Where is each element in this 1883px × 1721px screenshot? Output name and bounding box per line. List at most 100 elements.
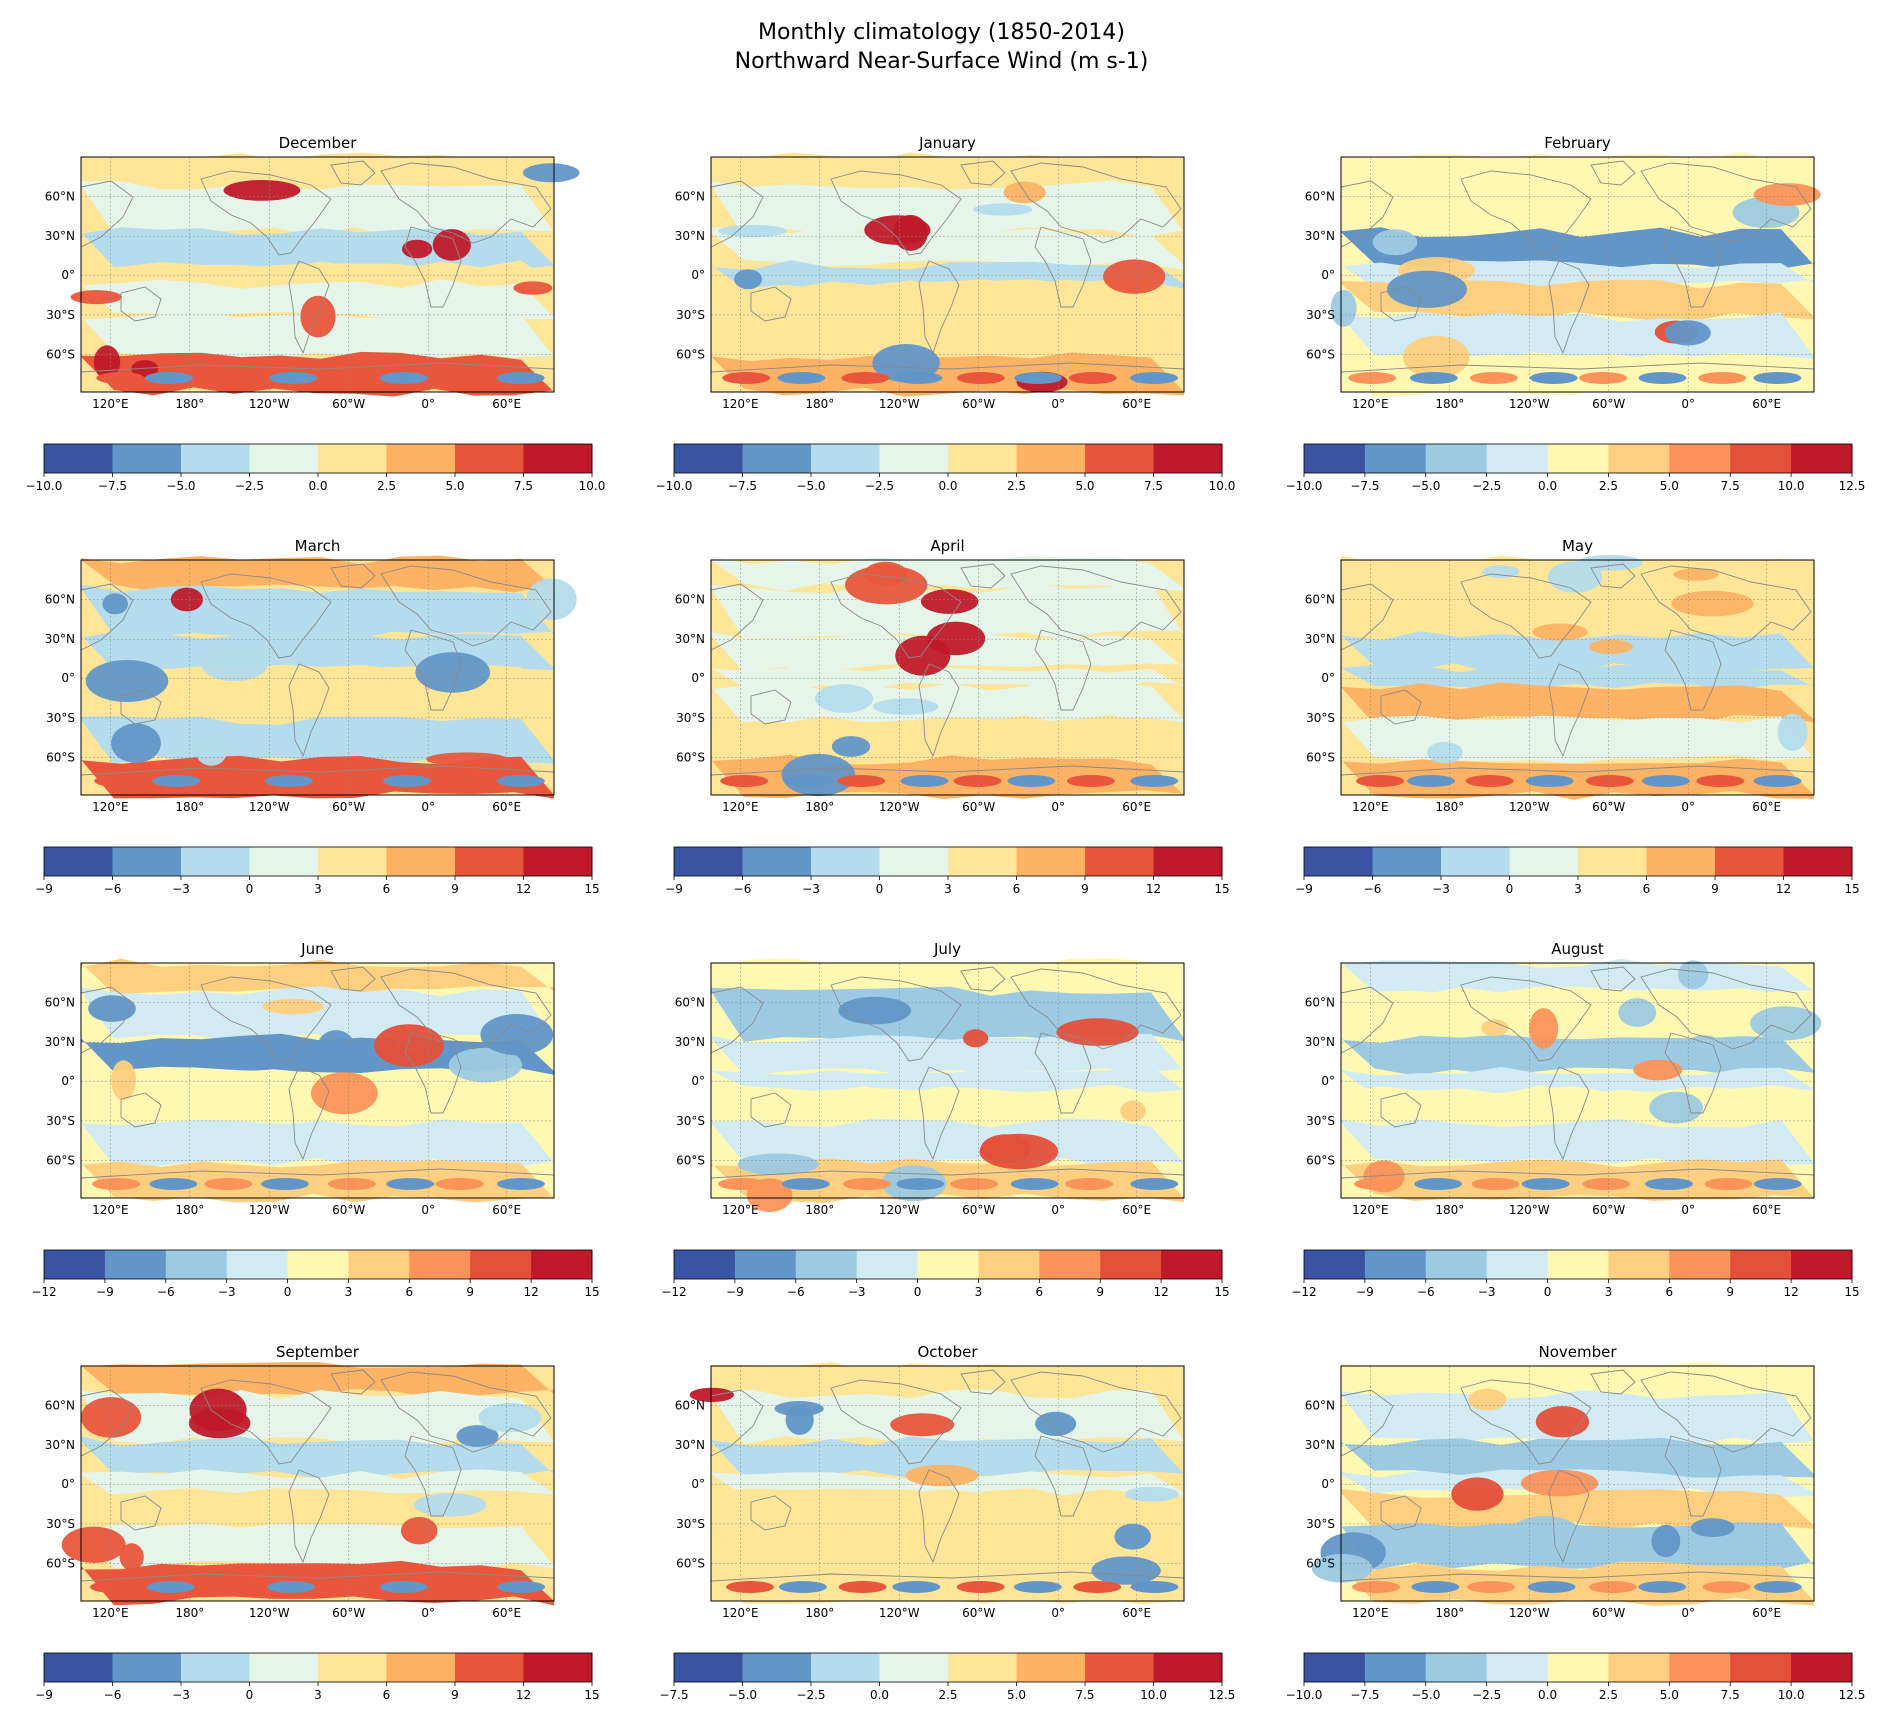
lat-tick-label: 30°N (1305, 632, 1335, 646)
lat-tick-label: 30°S (1306, 711, 1335, 725)
colorbar-tick-label: 6 (1666, 1285, 1674, 1299)
lon-tick-label: 60°E (1752, 397, 1781, 411)
colorbar-tick-label: −3 (1432, 882, 1450, 896)
map-field-blob (195, 735, 228, 766)
colorbar-tick-label: 7.5 (1075, 1688, 1094, 1702)
colorbar-tick-label: 2.5 (1599, 479, 1618, 493)
lon-tick-label: 120°E (1352, 397, 1389, 411)
lon-tick-label: 180° (1435, 1606, 1464, 1620)
colorbar-tick-label: 0.0 (870, 1688, 889, 1702)
map-field-band (81, 1085, 554, 1128)
map-january: 60°N 30°N 0° 30°S 60°S 120°E 180° 120°W 60°W 0° 60… (675, 152, 1185, 411)
map-field-band (1341, 986, 1814, 1043)
lat-tick-label: 30°S (1306, 1114, 1335, 1128)
map-field-blob (1651, 1524, 1681, 1558)
map-field-band (711, 1084, 1184, 1128)
colorbar-segment (1304, 1653, 1366, 1682)
map-field-band (1341, 631, 1814, 673)
map-field-blob (1753, 183, 1821, 206)
map-field-blob (890, 1413, 955, 1437)
lon-tick-label: 0° (1681, 1606, 1695, 1620)
lon-tick-label: 60°W (962, 397, 995, 411)
colorbar-segment (1161, 1250, 1223, 1279)
colorbar-segment (523, 847, 593, 876)
map-frame (80, 559, 555, 796)
colorbar-tick-label: −3 (848, 1285, 866, 1299)
colorbar-tick-label: −5.0 (166, 479, 195, 493)
coastline (1010, 162, 1182, 244)
map-field-blob (785, 1404, 814, 1435)
coastline (750, 286, 792, 322)
map-field-blob (1704, 1178, 1753, 1190)
colorbar-tick-label: 3 (314, 1688, 322, 1702)
map-field-band (1341, 682, 1814, 725)
coastline (1640, 162, 1812, 244)
lat-tick-label: 30°N (675, 1438, 705, 1452)
coastline (918, 663, 960, 758)
map-field-blob (145, 372, 193, 384)
colorbar-tick-label: 0 (876, 882, 884, 896)
lat-tick-label: 60°N (45, 1398, 75, 1412)
colorbar-segment (1016, 847, 1086, 876)
colorbar-february: −10.0 −7.5 −5.0 −2.5 0.0 2.5 5.0 7.5 10.0 12.5 (1286, 443, 1866, 493)
lon-tick-label: 60°W (332, 397, 365, 411)
colorbar-tick-label: 12 (1783, 1285, 1798, 1299)
lon-tick-label: 0° (1681, 800, 1695, 814)
map-field-blob (1407, 775, 1455, 787)
lat-tick-label: 30°S (676, 711, 705, 725)
colorbar-tick-label: 0 (1506, 882, 1514, 896)
panel-title-december: December (278, 134, 357, 152)
lat-tick-label: 0° (1321, 671, 1335, 685)
colorbar-tick-label: 2.5 (938, 1688, 957, 1702)
colorbar-tick-label: −6 (1417, 1285, 1435, 1299)
map-field-blob (845, 565, 928, 605)
map-field-blob (426, 752, 508, 767)
map-field-blob (415, 652, 491, 693)
lon-tick-label: 120°E (722, 1606, 759, 1620)
map-field-band (711, 1066, 1184, 1094)
lat-tick-label: 30°N (675, 632, 705, 646)
colorbar-segment (181, 847, 250, 876)
map-field-blob (413, 1493, 487, 1517)
map-field-blob (781, 753, 856, 797)
coastline (120, 1495, 162, 1531)
coastline (200, 1379, 332, 1465)
colorbar-tick-label: 10.0 (579, 479, 606, 493)
colorbar-segment (318, 847, 387, 876)
map-field-blob (1673, 568, 1719, 581)
lat-tick-label: 0° (61, 1074, 75, 1088)
lon-tick-label: 60°E (1752, 800, 1781, 814)
coastline (1590, 966, 1636, 992)
colorbar-tick-label: 2.5 (377, 479, 396, 493)
map-field-blob (1698, 372, 1747, 384)
map-field-blob (437, 775, 486, 787)
colorbar-tick-label: 12 (516, 1688, 531, 1702)
colorbar-segment (1547, 1250, 1609, 1279)
map-field-blob (778, 1581, 827, 1593)
colorbar-tick-label: 12.5 (1839, 479, 1866, 493)
lon-tick-label: 60°E (1122, 1203, 1151, 1217)
lon-tick-label: 60°E (1752, 1606, 1781, 1620)
lon-tick-label: 180° (175, 1606, 204, 1620)
map-field-band (81, 1362, 554, 1399)
map-field-blob (443, 1581, 492, 1593)
coastline (1548, 663, 1590, 758)
colorbar-segment (674, 1250, 736, 1279)
colorbar-tick-label: −2.5 (235, 479, 264, 493)
coastline (1010, 565, 1182, 647)
lon-tick-label: 120°E (92, 397, 128, 411)
lon-tick-label: 180° (1435, 397, 1464, 411)
colorbar-tick-label: 9 (1711, 882, 1719, 896)
colorbar-segment (795, 1250, 858, 1279)
map-field-blob (497, 1581, 546, 1593)
panel-title-september: September (276, 1343, 359, 1361)
map-field-blob (784, 775, 833, 787)
map-field-blob (1013, 1581, 1062, 1593)
lat-tick-label: 0° (61, 671, 75, 685)
coastline (80, 362, 555, 373)
lon-tick-label: 120°W (1509, 397, 1550, 411)
map-field-blob (1402, 335, 1470, 379)
map-frame (1340, 156, 1815, 393)
coastline (1460, 573, 1592, 659)
lat-tick-label: 30°N (675, 229, 705, 243)
